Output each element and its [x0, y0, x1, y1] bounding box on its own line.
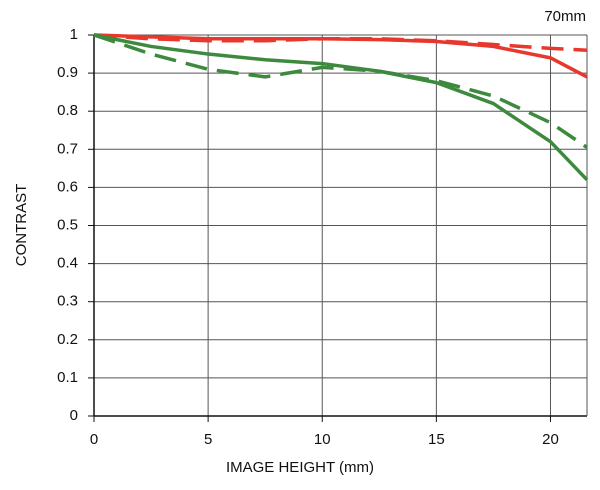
y-tick-label: 0.6 — [57, 178, 78, 195]
y-tick-label: 0.2 — [57, 331, 78, 348]
chart-title: 70mm — [544, 8, 586, 25]
series-line — [93, 33, 588, 149]
x-tick-label: 15 — [428, 431, 445, 448]
x-tick-label: 0 — [90, 431, 98, 448]
series-line — [93, 33, 589, 181]
y-tick-label: 0.5 — [57, 216, 78, 233]
y-tick-label: 0.8 — [57, 102, 78, 119]
x-axis-label: IMAGE HEIGHT (mm) — [226, 459, 374, 476]
x-tick-label: 10 — [314, 431, 331, 448]
y-tick-label: 0 — [70, 407, 78, 424]
y-tick-label: 0.4 — [57, 255, 78, 272]
y-tick-label: 0.9 — [57, 64, 78, 81]
series-line — [93, 33, 588, 52]
y-tick-label: 1 — [70, 26, 78, 43]
y-tick-label: 0.7 — [57, 140, 78, 157]
series-line — [93, 33, 588, 79]
x-tick-label: 5 — [204, 431, 212, 448]
y-tick-label: 0.3 — [57, 293, 78, 310]
y-tick-label: 0.1 — [57, 369, 78, 386]
y-axis-label: CONTRAST — [13, 184, 30, 267]
x-tick-label: 20 — [542, 431, 559, 448]
